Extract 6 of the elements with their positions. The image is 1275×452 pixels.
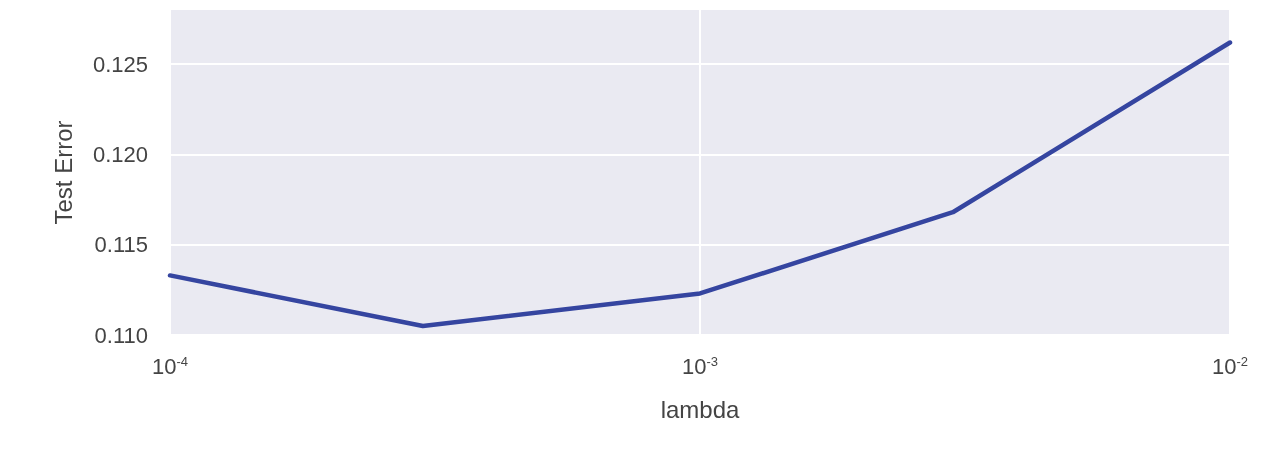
y-tick-label: 0.125 — [92, 51, 148, 77]
y-tick-label: 0.115 — [94, 232, 148, 258]
x-axis-title: lambda — [660, 395, 741, 423]
y-tick-label: 0.110 — [94, 322, 148, 348]
y-tick-label: 0.120 — [92, 141, 148, 167]
y-axis-title: Test Error — [49, 120, 77, 225]
